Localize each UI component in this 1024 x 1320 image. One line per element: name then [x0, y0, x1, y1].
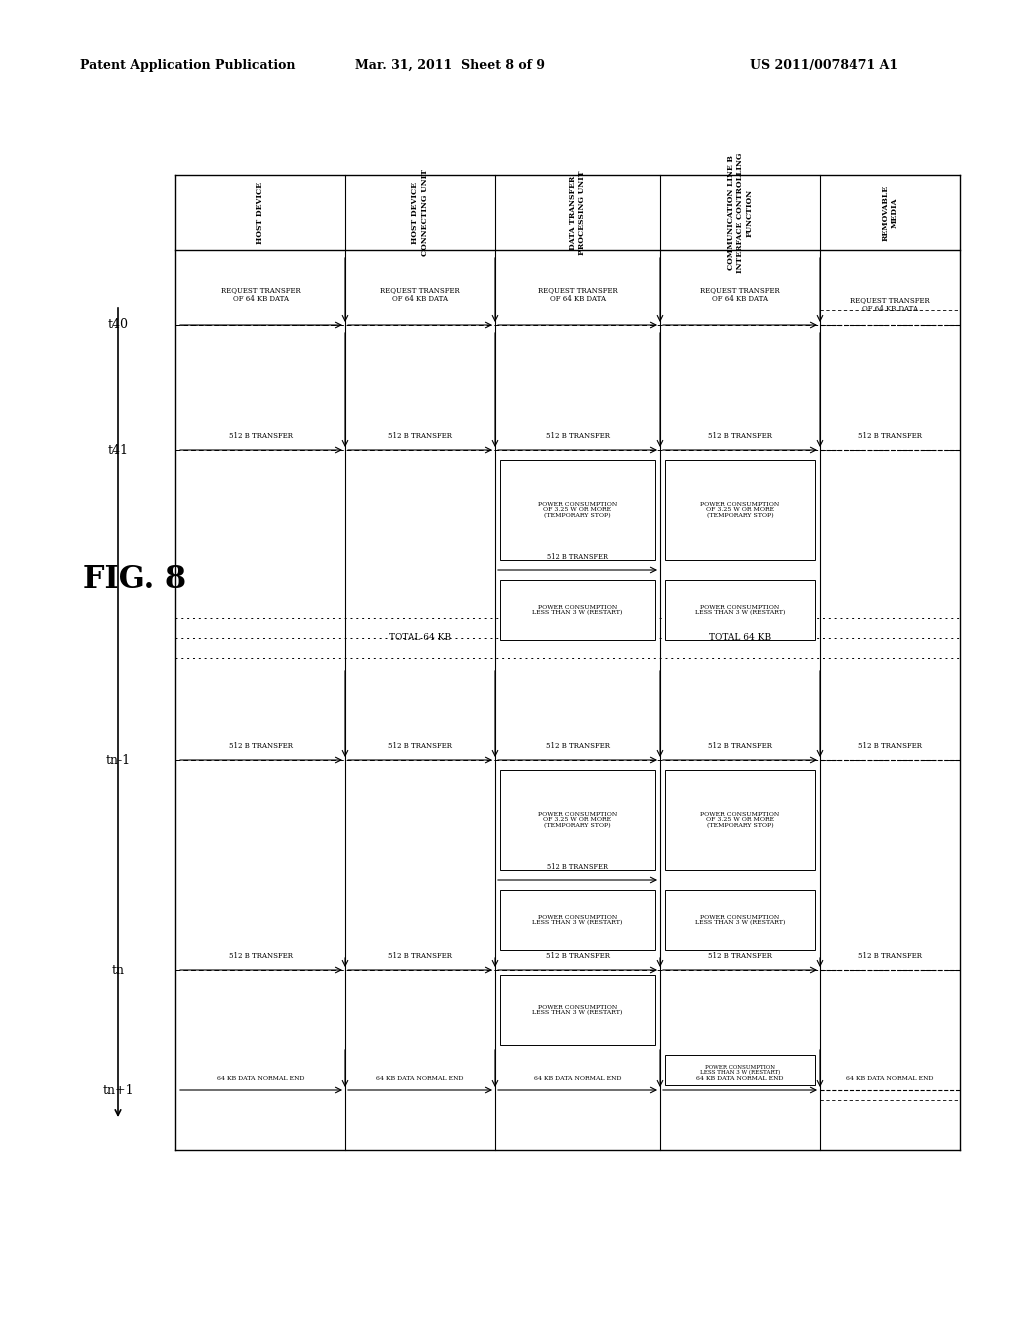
- Text: 512 B TRANSFER: 512 B TRANSFER: [547, 553, 608, 561]
- Text: POWER CONSUMPTION
LESS THAN 3 W (RESTART): POWER CONSUMPTION LESS THAN 3 W (RESTART…: [695, 605, 785, 615]
- Text: POWER CONSUMPTION
LESS THAN 3 W (RESTART): POWER CONSUMPTION LESS THAN 3 W (RESTART…: [695, 915, 785, 925]
- Bar: [665, 770, 815, 870]
- Text: 512 B TRANSFER: 512 B TRANSFER: [229, 742, 293, 750]
- Text: 512 B TRANSFER: 512 B TRANSFER: [388, 432, 452, 440]
- Bar: [500, 975, 655, 1045]
- Bar: [665, 459, 815, 560]
- Text: t40: t40: [108, 318, 128, 331]
- Text: REQUEST TRANSFER
OF 64 KB DATA: REQUEST TRANSFER OF 64 KB DATA: [850, 296, 930, 313]
- Text: 512 B TRANSFER: 512 B TRANSFER: [229, 952, 293, 960]
- Text: POWER CONSUMPTION
LESS THAN 3 W (RESTART): POWER CONSUMPTION LESS THAN 3 W (RESTART…: [532, 1005, 623, 1015]
- Text: Patent Application Publication: Patent Application Publication: [80, 58, 296, 71]
- Text: t41: t41: [108, 444, 128, 457]
- Text: REQUEST TRANSFER
OF 64 KB DATA: REQUEST TRANSFER OF 64 KB DATA: [380, 286, 460, 304]
- Text: REQUEST TRANSFER
OF 64 KB DATA: REQUEST TRANSFER OF 64 KB DATA: [221, 286, 301, 304]
- Text: 64 KB DATA NORMAL END: 64 KB DATA NORMAL END: [534, 1076, 622, 1081]
- Text: TOTAL 64 KB: TOTAL 64 KB: [389, 634, 451, 643]
- Text: US 2011/0078471 A1: US 2011/0078471 A1: [750, 58, 898, 71]
- Bar: [500, 459, 655, 560]
- Text: 512 B TRANSFER: 512 B TRANSFER: [858, 432, 922, 440]
- Text: POWER CONSUMPTION
OF 3.25 W OR MORE
(TEMPORARY STOP): POWER CONSUMPTION OF 3.25 W OR MORE (TEM…: [538, 812, 617, 829]
- Text: 64 KB DATA NORMAL END: 64 KB DATA NORMAL END: [696, 1076, 783, 1081]
- Text: 64 KB DATA NORMAL END: 64 KB DATA NORMAL END: [376, 1076, 464, 1081]
- Text: 512 B TRANSFER: 512 B TRANSFER: [708, 952, 772, 960]
- Text: 512 B TRANSFER: 512 B TRANSFER: [858, 742, 922, 750]
- Bar: [500, 579, 655, 640]
- Text: HOST DEVICE: HOST DEVICE: [256, 181, 264, 243]
- Text: REQUEST TRANSFER
OF 64 KB DATA: REQUEST TRANSFER OF 64 KB DATA: [700, 286, 780, 304]
- Text: tn-1: tn-1: [105, 754, 131, 767]
- Text: 512 B TRANSFER: 512 B TRANSFER: [708, 742, 772, 750]
- Text: 512 B TRANSFER: 512 B TRANSFER: [546, 742, 609, 750]
- Text: 512 B TRANSFER: 512 B TRANSFER: [547, 863, 608, 871]
- Text: 64 KB DATA NORMAL END: 64 KB DATA NORMAL END: [217, 1076, 305, 1081]
- Text: HOST DEVICE
CONNECTING UNIT: HOST DEVICE CONNECTING UNIT: [412, 169, 429, 256]
- Text: 512 B TRANSFER: 512 B TRANSFER: [388, 742, 452, 750]
- Text: tn+1: tn+1: [102, 1084, 134, 1097]
- Text: POWER CONSUMPTION
OF 3.25 W OR MORE
(TEMPORARY STOP): POWER CONSUMPTION OF 3.25 W OR MORE (TEM…: [538, 502, 617, 519]
- Text: POWER CONSUMPTION
LESS THAN 3 W (RESTART): POWER CONSUMPTION LESS THAN 3 W (RESTART…: [699, 1064, 780, 1076]
- Text: TOTAL 64 KB: TOTAL 64 KB: [709, 634, 771, 643]
- Text: REQUEST TRANSFER
OF 64 KB DATA: REQUEST TRANSFER OF 64 KB DATA: [538, 286, 617, 304]
- Text: 512 B TRANSFER: 512 B TRANSFER: [858, 952, 922, 960]
- Text: DATA TRANSFER
PROCESSING UNIT: DATA TRANSFER PROCESSING UNIT: [569, 170, 586, 255]
- Text: 512 B TRANSFER: 512 B TRANSFER: [388, 952, 452, 960]
- Text: POWER CONSUMPTION
LESS THAN 3 W (RESTART): POWER CONSUMPTION LESS THAN 3 W (RESTART…: [532, 605, 623, 615]
- Text: Mar. 31, 2011  Sheet 8 of 9: Mar. 31, 2011 Sheet 8 of 9: [355, 58, 545, 71]
- Text: POWER CONSUMPTION
OF 3.25 W OR MORE
(TEMPORARY STOP): POWER CONSUMPTION OF 3.25 W OR MORE (TEM…: [700, 502, 779, 519]
- Text: 512 B TRANSFER: 512 B TRANSFER: [546, 432, 609, 440]
- Text: POWER CONSUMPTION
OF 3.25 W OR MORE
(TEMPORARY STOP): POWER CONSUMPTION OF 3.25 W OR MORE (TEM…: [700, 812, 779, 829]
- Bar: [500, 890, 655, 950]
- Bar: [500, 770, 655, 870]
- Bar: [665, 890, 815, 950]
- Text: tn: tn: [112, 964, 125, 977]
- Text: 64 KB DATA NORMAL END: 64 KB DATA NORMAL END: [846, 1076, 934, 1081]
- Text: FIG. 8: FIG. 8: [83, 565, 186, 595]
- Text: 512 B TRANSFER: 512 B TRANSFER: [229, 432, 293, 440]
- Bar: [665, 1055, 815, 1085]
- Text: REMOVABLE
MEDIA: REMOVABLE MEDIA: [882, 185, 899, 240]
- Bar: [665, 579, 815, 640]
- Text: 512 B TRANSFER: 512 B TRANSFER: [546, 952, 609, 960]
- Text: COMMUNICATION LINE B
INTERFACE CONTROLLING
FUNCTION: COMMUNICATION LINE B INTERFACE CONTROLLI…: [727, 152, 754, 273]
- Text: POWER CONSUMPTION
LESS THAN 3 W (RESTART): POWER CONSUMPTION LESS THAN 3 W (RESTART…: [532, 915, 623, 925]
- Text: 512 B TRANSFER: 512 B TRANSFER: [708, 432, 772, 440]
